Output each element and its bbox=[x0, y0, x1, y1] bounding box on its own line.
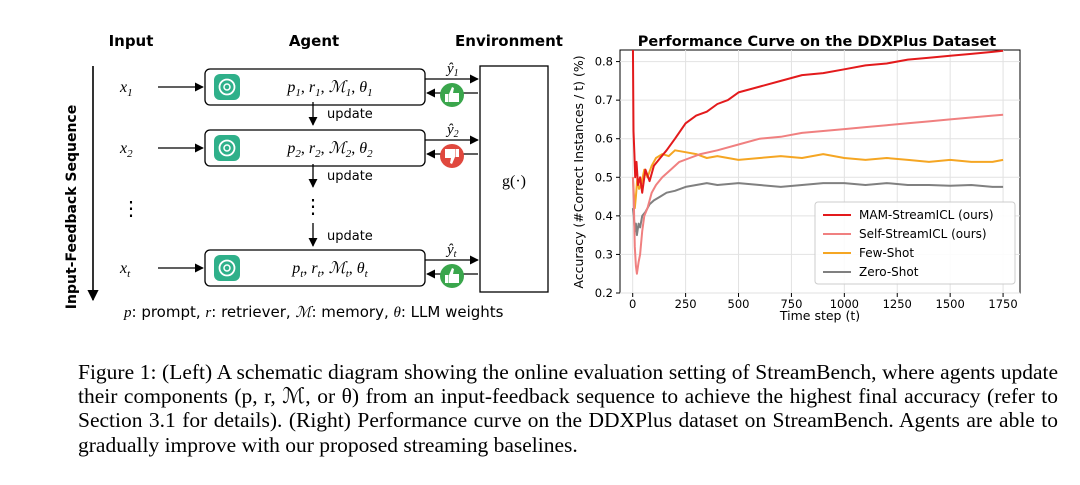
x-axis-label: Time step (t) bbox=[779, 308, 860, 323]
input-variable: x2 bbox=[119, 140, 133, 160]
chart-legend: MAM-StreamICL (ours) Self-StreamICL (ours… bbox=[814, 201, 1016, 285]
x-tick-label: 1250 bbox=[883, 297, 912, 311]
update-label-1: update bbox=[327, 107, 373, 122]
x-tick-label: 250 bbox=[675, 297, 697, 311]
legend-label: Zero-Shot bbox=[859, 265, 919, 279]
legend-item: Self-StreamICL (ours) bbox=[823, 227, 987, 241]
legend-item: MAM-StreamICL (ours) bbox=[823, 208, 994, 222]
agent-components: p2, r2, ℳ2, θ2 bbox=[286, 140, 373, 160]
agent-components: p1, r1, ℳ1, θ1 bbox=[286, 79, 372, 99]
sequence-label: Input-Feedback Sequence bbox=[64, 105, 80, 309]
series-line bbox=[631, 113, 1004, 275]
x-tick-label: 1750 bbox=[988, 297, 1017, 311]
thumbs-up-icon bbox=[440, 264, 464, 288]
agent-rows: x1 p1, r1, ℳ1, θ1 ŷ1 x2 p2, r2, ℳ2, θ2 ŷ2 xt pt… bbox=[119, 61, 479, 288]
thumbs-down-icon bbox=[440, 144, 464, 168]
agent-row: x1 p1, r1, ℳ1, θ1 ŷ1 bbox=[119, 61, 479, 107]
input-variable: x1 bbox=[119, 79, 133, 99]
column-header-agent: Agent bbox=[289, 32, 339, 50]
x-axis-ticks: 0 250 500 750 1000 1250 1500 1750 bbox=[629, 293, 1018, 311]
openai-logo-icon bbox=[214, 255, 240, 281]
legend-item: Few-Shot bbox=[823, 246, 914, 260]
column-header-input: Input bbox=[109, 32, 154, 50]
series-line bbox=[631, 182, 1004, 237]
column-header-environment: Environment bbox=[455, 32, 563, 50]
x-tick-label: 0 bbox=[629, 297, 636, 311]
thumbs-up-icon bbox=[440, 83, 464, 107]
legend-label: Self-StreamICL (ours) bbox=[859, 227, 987, 241]
component-legend: p: prompt, r: retriever, ℳ: memory, θ: L… bbox=[123, 303, 504, 321]
y-tick-label: 0.2 bbox=[595, 286, 613, 300]
series-line bbox=[631, 149, 1004, 210]
openai-logo-icon bbox=[214, 135, 240, 161]
chart-title: Performance Curve on the DDXPlus Dataset bbox=[638, 34, 996, 50]
output-prediction: ŷt bbox=[445, 242, 457, 260]
x-tick-label: 500 bbox=[728, 297, 750, 311]
agent-box bbox=[204, 129, 426, 167]
y-tick-label: 0.5 bbox=[595, 170, 613, 184]
output-prediction: ŷ1 bbox=[445, 61, 459, 79]
legend-box bbox=[814, 201, 1016, 285]
legend-label: MAM-StreamICL (ours) bbox=[859, 208, 994, 222]
y-tick-label: 0.7 bbox=[595, 93, 613, 107]
caption-text: Figure 1: (Left) A schematic diagram sho… bbox=[78, 360, 1058, 457]
environment-function: g(·) bbox=[502, 173, 526, 190]
performance-chart: Performance Curve on the DDXPlus Dataset… bbox=[571, 34, 1021, 323]
x-tick-label: 750 bbox=[780, 297, 802, 311]
agent-box bbox=[204, 249, 426, 287]
y-tick-label: 0.8 bbox=[595, 55, 613, 69]
figure-caption: Figure 1: (Left) A schematic diagram sho… bbox=[78, 360, 1058, 457]
agent-components: pt, rt, ℳt, θt bbox=[291, 260, 368, 280]
x-tick-label: 1500 bbox=[936, 297, 965, 311]
input-ellipsis: ⋮ bbox=[121, 198, 141, 220]
agent-row: x2 p2, r2, ℳ2, θ2 ŷ2 bbox=[119, 122, 479, 168]
agent-ellipsis: ⋮ bbox=[303, 196, 323, 218]
environment-box bbox=[479, 65, 549, 293]
update-label-2: update bbox=[327, 169, 373, 184]
y-tick-label: 0.4 bbox=[595, 209, 613, 223]
agent-box bbox=[204, 68, 426, 106]
schematic-diagram: Input Agent Environment Input-Feedback S… bbox=[64, 32, 563, 321]
series-line bbox=[631, 50, 1004, 194]
output-prediction: ŷ2 bbox=[445, 122, 459, 140]
x-tick-label: 1000 bbox=[830, 297, 859, 311]
legend-label: Few-Shot bbox=[859, 246, 914, 260]
legend-item: Zero-Shot bbox=[823, 265, 919, 279]
openai-logo-icon bbox=[214, 74, 240, 100]
y-axis-ticks: 0.2 0.3 0.4 0.5 0.6 0.7 0.8 bbox=[595, 55, 620, 300]
y-axis-label: Accuracy (#Correct Instances / t) (%) bbox=[571, 55, 586, 288]
update-label-3: update bbox=[327, 229, 373, 244]
y-tick-label: 0.6 bbox=[595, 132, 613, 146]
agent-row: xt pt, rt, ℳt, θt ŷt bbox=[119, 242, 479, 288]
input-variable: xt bbox=[119, 260, 131, 280]
chart-series bbox=[631, 50, 1004, 275]
y-tick-label: 0.3 bbox=[595, 247, 613, 261]
